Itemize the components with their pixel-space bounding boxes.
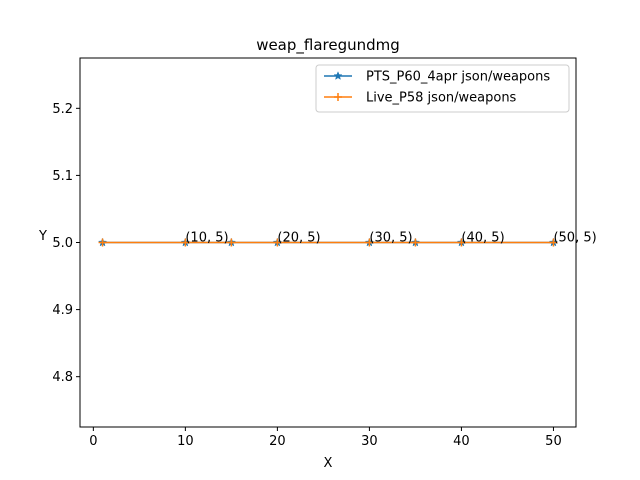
data-point <box>181 238 190 247</box>
data-point <box>365 238 374 247</box>
y-tick-label: 4.8 <box>52 370 73 385</box>
x-tick-label: 50 <box>545 434 562 449</box>
legend-item: PTS_P60_4apr json/weapons <box>324 70 550 85</box>
y-tick-label: 5.2 <box>52 102 73 117</box>
x-tick-label: 40 <box>453 434 470 449</box>
x-tick-label: 30 <box>361 434 378 449</box>
y-tick-label: 5.0 <box>52 236 73 251</box>
data-point <box>411 238 420 247</box>
x-tick-label: 10 <box>177 434 194 449</box>
point-annotation: (40, 5) <box>461 231 504 246</box>
x-tick-label: 20 <box>269 434 286 449</box>
x-axis-label: X <box>324 456 333 471</box>
legend-marker <box>334 93 342 101</box>
y-axis-label: Y <box>38 229 47 244</box>
point-annotation: (50, 5) <box>553 231 596 246</box>
point-annotation: (20, 5) <box>277 231 320 246</box>
legend-box <box>315 64 570 113</box>
series-2 <box>98 238 558 247</box>
data-point <box>273 238 282 247</box>
point-annotation: (10, 5) <box>185 231 228 246</box>
data-point <box>457 238 466 247</box>
legend-item: Live_P58 json/weapons <box>324 91 517 106</box>
annotation-layer: (10, 5) (20, 5) (30, 5) (40, 5) (50, 5) <box>185 231 596 246</box>
point-annotation: (30, 5) <box>369 231 412 246</box>
y-tick-label: 5.1 <box>52 169 73 184</box>
legend-label: Live_P58 json/weapons <box>366 91 517 106</box>
x-axis-ticks: 0 10 20 30 40 50 <box>89 427 562 449</box>
y-axis-ticks: 4.8 4.9 5.0 5.1 5.2 <box>52 102 80 385</box>
legend-marker <box>333 71 343 80</box>
data-point <box>549 238 558 247</box>
data-point <box>98 238 107 247</box>
data-point <box>227 238 236 247</box>
plot-frame <box>79 57 577 428</box>
x-tick-label: 0 <box>89 434 97 449</box>
legend: PTS_P60_4apr json/weapons Live_P58 json/w… <box>315 64 570 113</box>
legend-label: PTS_P60_4apr json/weapons <box>366 70 550 85</box>
y-tick-label: 4.9 <box>52 303 73 318</box>
series-layer <box>97 237 559 247</box>
chart-title: weap_flaregundmg <box>256 36 400 55</box>
